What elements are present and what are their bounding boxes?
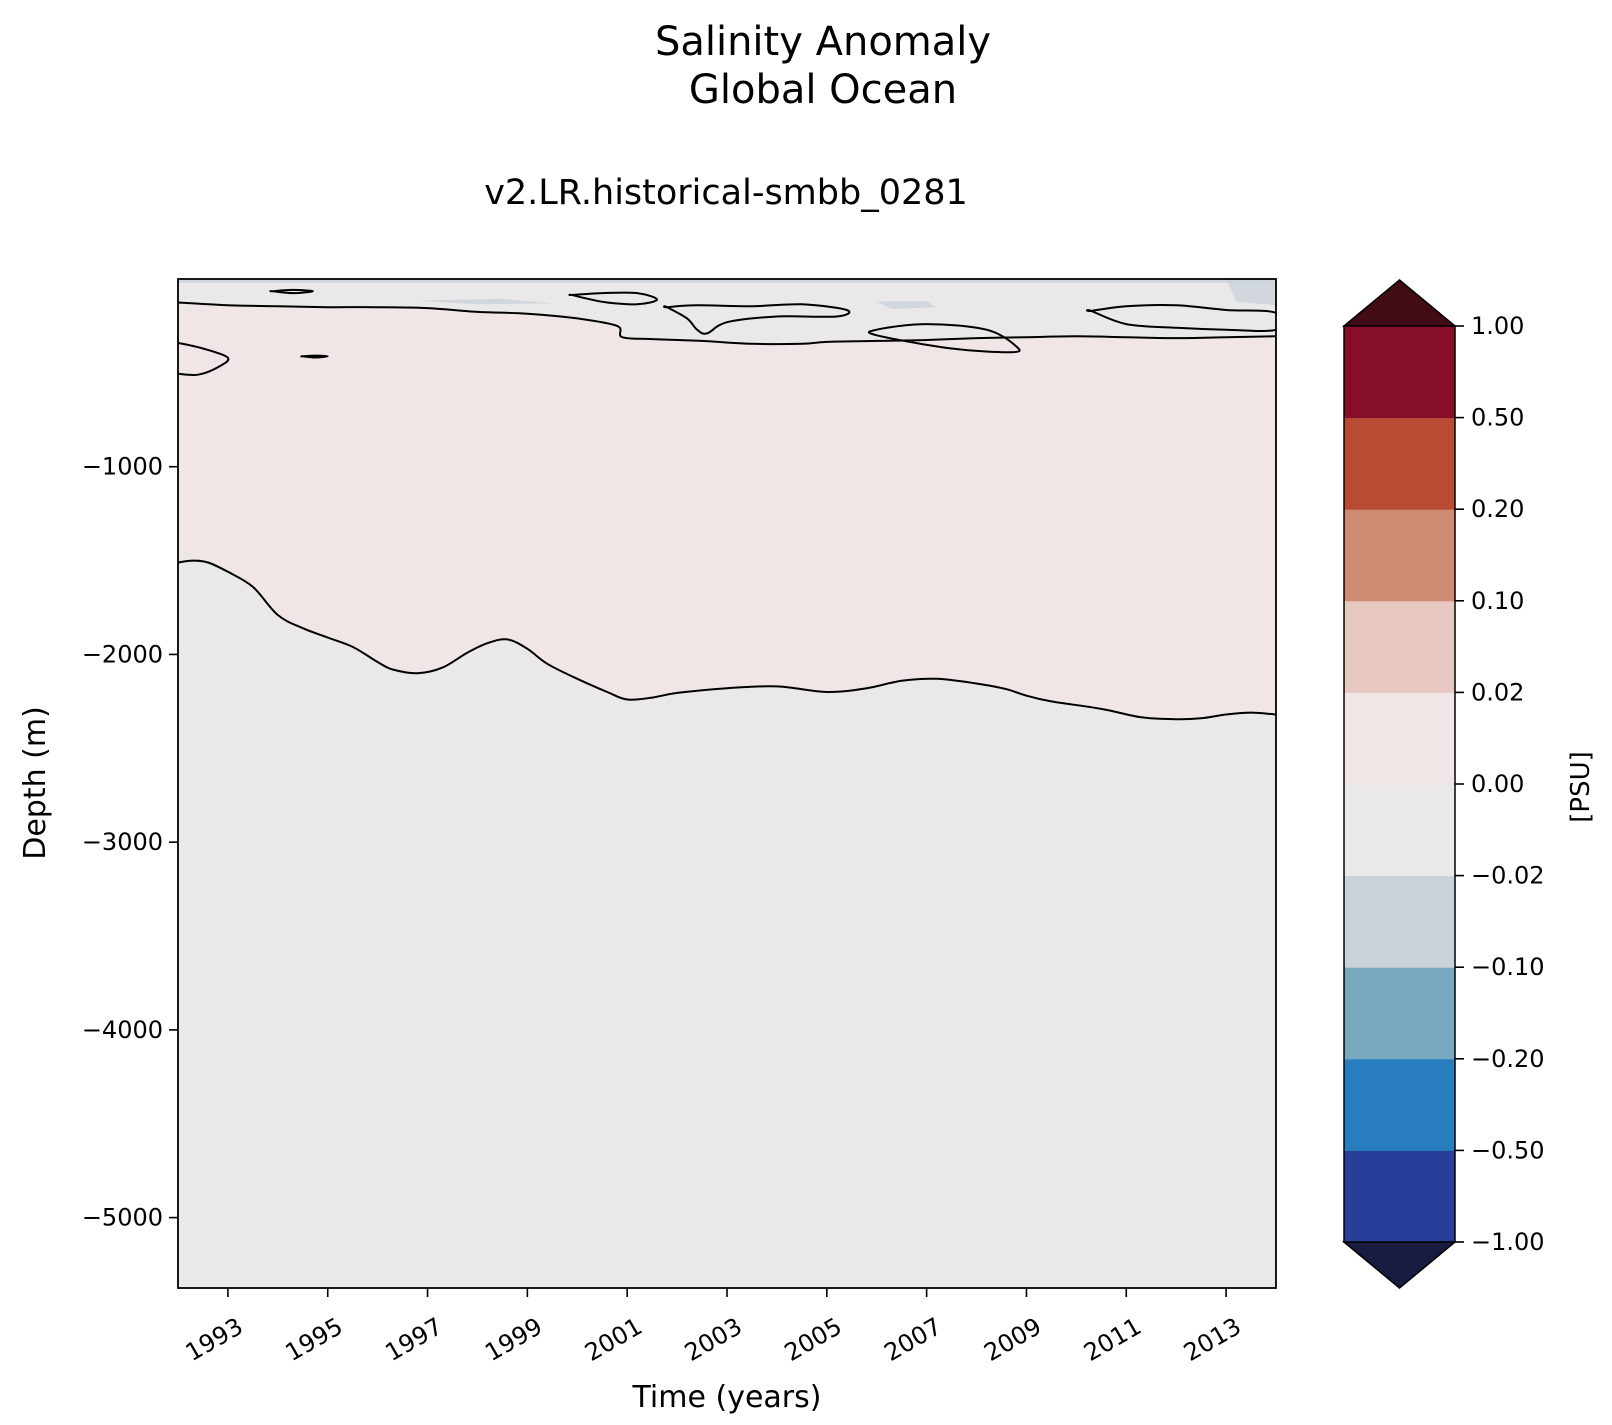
x-tick-label-1999: 1999 — [480, 1312, 547, 1367]
colorbar-tick-label-2: −0.20 — [1471, 1045, 1545, 1073]
closed-contour-1 — [269, 288, 314, 295]
zero-contour-upper — [178, 301, 1276, 346]
chart-subtitle: v2.LR.historical-smbb_0281 — [484, 173, 968, 213]
y-tick-label--4000: −4000 — [82, 1016, 163, 1044]
closed-contour-2 — [300, 354, 329, 359]
colorbar-tick-label-6: 0.02 — [1471, 678, 1524, 706]
y-tick-label--3000: −3000 — [82, 828, 163, 856]
chart-title-line2: Global Ocean — [689, 67, 957, 113]
colorbar-segment-2 — [1344, 967, 1455, 1060]
x-tick-label-2011: 2011 — [1079, 1312, 1146, 1367]
colorbar-segment-9 — [1344, 326, 1455, 419]
positive-band — [178, 302, 1276, 720]
closed-contour-5 — [867, 323, 1021, 354]
x-tick-label-2001: 2001 — [580, 1312, 647, 1367]
colorbar-tick-label-9: 0.50 — [1471, 404, 1524, 432]
negative-patch-2 — [417, 298, 553, 305]
colorbar-segment-5 — [1344, 692, 1455, 785]
colorbar-segment-0 — [1344, 1150, 1455, 1243]
colorbar-segment-8 — [1344, 417, 1455, 510]
x-tick-label-2009: 2009 — [979, 1312, 1046, 1367]
colorbar-segment-7 — [1344, 509, 1455, 602]
colorbar-label: [PSU] — [1566, 751, 1596, 823]
x-axis-label: Time (years) — [632, 1380, 822, 1415]
x-axis: 1993 1995 1997 1999 2001 2003 2005 2007 2009 2011… — [181, 1288, 1246, 1367]
closed-contour-3 — [568, 291, 659, 306]
y-tick-label--2000: −2000 — [82, 640, 163, 668]
plot-area — [178, 279, 1276, 1288]
y-tick-label--1000: −1000 — [82, 453, 163, 481]
y-axis: −1000 −2000 −3000 −4000 −5000 — [82, 453, 178, 1232]
colorbar-tick-label-0: −1.00 — [1471, 1228, 1545, 1256]
negative-patch-3 — [876, 301, 937, 309]
negative-patch-1 — [1226, 279, 1276, 306]
y-axis-label: Depth (m) — [18, 706, 53, 860]
closed-contour-6 — [1085, 304, 1276, 333]
x-tick-label-1995: 1995 — [281, 1312, 348, 1367]
negative-patch-0 — [178, 279, 1276, 283]
x-tick-label-2007: 2007 — [880, 1312, 947, 1367]
x-tick-label-1997: 1997 — [380, 1312, 447, 1367]
y-tick-label--5000: −5000 — [82, 1204, 163, 1232]
colorbar-tick-label-4: −0.02 — [1471, 862, 1545, 890]
chart-title-line1: Salinity Anomaly — [655, 19, 991, 65]
x-tick-label-2005: 2005 — [780, 1312, 847, 1367]
closed-contour-0 — [178, 341, 230, 377]
colorbar-segment-6 — [1344, 600, 1455, 693]
closed-contour-4 — [662, 303, 851, 335]
colorbar-tick-label-8: 0.20 — [1471, 495, 1524, 523]
colorbar-extend-under — [1341, 1241, 1458, 1289]
colorbar-tick-label-3: −0.10 — [1471, 953, 1545, 981]
x-tick-label-2003: 2003 — [680, 1312, 747, 1367]
colorbar-tick-label-7: 0.10 — [1471, 587, 1524, 615]
colorbar-segment-4 — [1344, 784, 1455, 877]
colorbar-segment-3 — [1344, 875, 1455, 968]
colorbar-tick-label-5: 0.00 — [1471, 770, 1524, 798]
colorbar-extend-over — [1341, 279, 1458, 327]
colorbar-tick-label-10: 1.00 — [1471, 312, 1524, 340]
zero-contour-lower — [178, 559, 1276, 721]
colorbar-segment-1 — [1344, 1058, 1455, 1151]
colorbar-tick-label-1: −0.50 — [1471, 1136, 1545, 1164]
colorbar: −1.00 −0.50 −0.20 −0.10 −0.02 0.00 0.02 0.10 0.2… — [1341, 279, 1545, 1289]
x-tick-label-2013: 2013 — [1179, 1312, 1246, 1367]
x-tick-label-1993: 1993 — [181, 1312, 248, 1367]
